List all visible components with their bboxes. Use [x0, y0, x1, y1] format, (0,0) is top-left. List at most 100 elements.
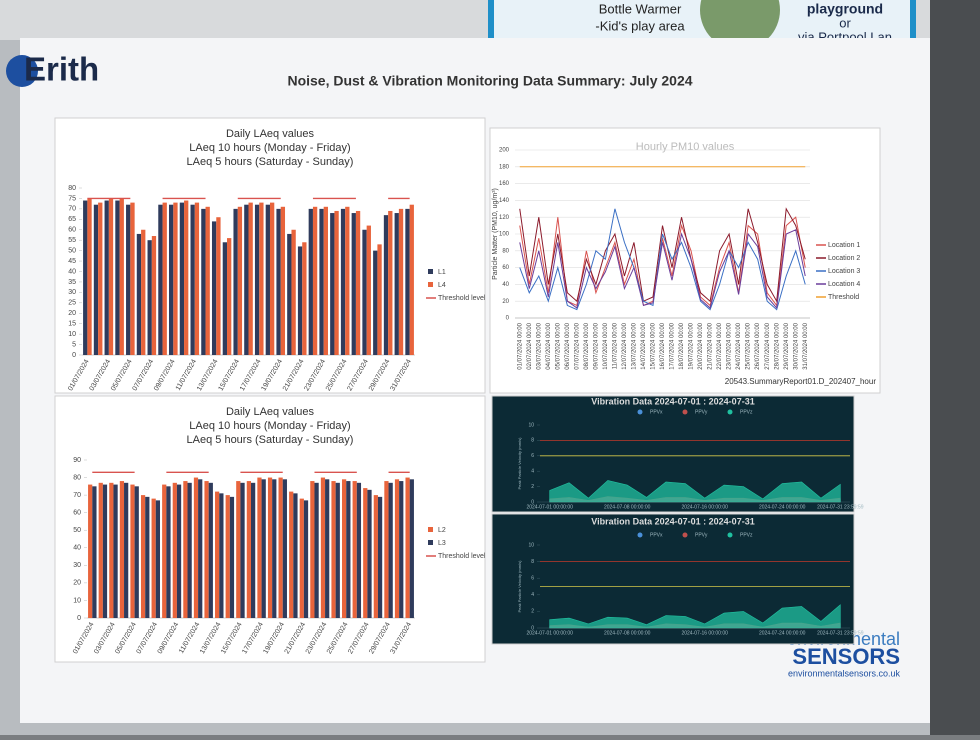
bar	[227, 238, 232, 355]
bar	[190, 204, 195, 355]
bar	[352, 481, 357, 618]
legend-swatch	[428, 540, 433, 545]
bar	[216, 217, 221, 355]
y-tick-label: 60	[73, 510, 81, 517]
bar	[184, 200, 189, 355]
bar	[355, 210, 361, 355]
chart-subtitle: LAeq 5 hours (Saturday - Sunday)	[187, 156, 354, 168]
x-tick-label: 29/07/2024 00:00	[784, 322, 790, 369]
bar	[173, 202, 178, 355]
bar	[225, 495, 230, 618]
x-tick-label: 20/07/2024 00:00	[698, 322, 704, 369]
bar	[158, 204, 163, 355]
bar	[244, 204, 249, 355]
x-tick-label: 2024-07-31 23:59:59	[817, 630, 864, 636]
bar	[362, 229, 367, 355]
y-tick-label: 0	[506, 316, 510, 322]
x-tick-label: 2024-07-01 00:00:00	[526, 630, 573, 636]
bar	[363, 488, 368, 618]
bar	[325, 479, 330, 618]
y-tick-label: 40	[502, 282, 509, 288]
frame-edge	[930, 0, 980, 735]
y-tick-label: 6	[531, 576, 534, 582]
bar	[193, 477, 199, 618]
bar	[237, 206, 243, 355]
y-tick-label: 10	[68, 331, 76, 338]
bar	[172, 482, 177, 618]
bar	[394, 479, 400, 618]
legend-label: L2	[438, 527, 446, 534]
x-tick-label: 2024-07-08 00:00:00	[604, 630, 651, 636]
bar	[257, 477, 262, 618]
y-axis-label: Peak Particle Velocity (mm/s)	[517, 437, 522, 490]
bar	[233, 208, 238, 355]
bar	[340, 208, 346, 355]
y-tick-label: 50	[73, 527, 81, 534]
bar	[113, 484, 118, 618]
bar	[92, 486, 97, 618]
bar	[115, 200, 120, 355]
y-tick-label: 90	[73, 457, 81, 464]
bar	[98, 482, 103, 618]
y-tick-label: 40	[68, 268, 76, 275]
x-tick-label: 08/07/2024 00:00	[584, 322, 590, 369]
x-tick-label: 02/07/2024 00:00	[527, 322, 533, 369]
x-tick-label: 2024-07-16 00:00:00	[681, 630, 728, 636]
x-tick-label: 19/07/2024 00:00	[689, 322, 695, 369]
bar	[222, 242, 228, 355]
bar	[373, 495, 378, 618]
bar	[287, 233, 292, 355]
y-tick-label: 8	[531, 559, 534, 565]
bar	[151, 498, 156, 618]
legend-label: Threshold level	[438, 553, 486, 560]
chart-title: Daily LAeq values	[226, 406, 315, 418]
bar	[409, 479, 414, 618]
bar	[261, 479, 266, 618]
bar	[211, 221, 217, 355]
bar	[201, 208, 206, 355]
bar	[93, 204, 99, 355]
legend-label: PPVz	[740, 409, 753, 415]
x-tick-label: 26/07/2024 00:00	[755, 322, 761, 369]
x-tick-label: 28/07/2024 00:00	[774, 322, 780, 369]
bar	[183, 481, 188, 618]
bar	[179, 202, 185, 355]
legend-swatch	[637, 409, 643, 415]
x-tick-label: 31/07/2024 00:00	[803, 322, 809, 369]
legend-swatch	[428, 282, 433, 287]
bar	[254, 204, 260, 355]
area	[549, 480, 841, 503]
y-tick-label: 4	[531, 469, 534, 475]
bar	[215, 491, 220, 618]
y-tick-label: 80	[68, 185, 76, 192]
bar	[140, 495, 146, 618]
x-tick-label: 2024-07-24 00:00:00	[759, 630, 806, 636]
x-tick-label: 2024-07-01 00:00:00	[526, 504, 573, 510]
y-tick-label: 200	[499, 148, 510, 154]
x-tick-label: 01/07/2024 00:00	[517, 322, 523, 369]
x-tick-label: 22/07/2024 00:00	[717, 322, 723, 369]
y-tick-label: 8	[531, 438, 534, 444]
y-tick-label: 140	[499, 198, 510, 204]
bar	[162, 202, 167, 355]
bar	[356, 482, 362, 618]
x-tick-label: 11/07/2024 00:00	[612, 322, 618, 369]
bar	[272, 479, 277, 618]
bar	[269, 202, 275, 355]
bar	[119, 481, 125, 618]
x-tick-label: 18/07/2024 00:00	[679, 322, 685, 369]
bar	[98, 202, 103, 355]
bar	[282, 479, 287, 618]
chart-title: Hourly PM10 values	[636, 141, 735, 153]
legend-swatch	[727, 409, 733, 415]
y-tick-label: 100	[499, 232, 510, 238]
bar	[323, 206, 328, 355]
legend-label: PPVy	[695, 532, 708, 538]
bar	[251, 482, 256, 618]
y-tick-label: 20	[68, 310, 76, 317]
y-tick-label: 25	[68, 300, 76, 307]
bar	[409, 204, 414, 355]
bar	[166, 486, 171, 618]
legend-swatch	[637, 532, 643, 538]
